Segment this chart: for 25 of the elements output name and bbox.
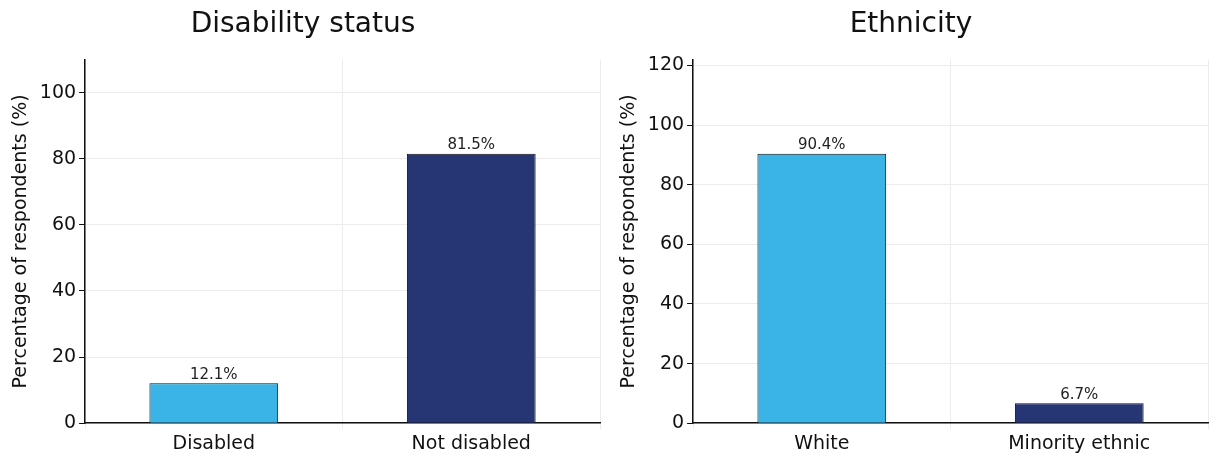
data-label: 90.4% bbox=[797, 135, 846, 154]
x-tick-label: White bbox=[794, 430, 850, 453]
y-tick-label: 0 bbox=[63, 410, 77, 433]
y-tick-label: 20 bbox=[51, 344, 77, 367]
data-label: 6.7% bbox=[1060, 384, 1099, 403]
y-tick-label: 100 bbox=[39, 79, 77, 102]
data-label: 12.1% bbox=[189, 364, 238, 383]
y-tick-label: 80 bbox=[659, 171, 685, 194]
y-axis-title: Percentage of respondents (%) bbox=[616, 94, 639, 389]
x-tick-label: Not disabled bbox=[411, 430, 531, 453]
y-tick-label: 60 bbox=[51, 211, 77, 234]
y-tick-label: 80 bbox=[51, 145, 77, 168]
x-tick-label: Disabled bbox=[172, 430, 256, 453]
y-tick-label: 120 bbox=[647, 52, 685, 75]
y-tick-label: 0 bbox=[671, 410, 685, 433]
y-tick-label: 40 bbox=[51, 277, 77, 300]
chart-title: Disability status bbox=[190, 6, 416, 40]
data-label: 81.5% bbox=[447, 135, 496, 154]
y-tick-label: 40 bbox=[659, 290, 685, 313]
y-axis-title: Percentage of respondents (%) bbox=[8, 94, 31, 389]
chart-title: Ethnicity bbox=[849, 6, 973, 40]
x-tick-label: Minority ethnic bbox=[1008, 430, 1151, 453]
y-tick-label: 100 bbox=[647, 112, 685, 135]
y-tick-label: 20 bbox=[659, 350, 685, 373]
y-tick-label: 60 bbox=[659, 231, 685, 254]
